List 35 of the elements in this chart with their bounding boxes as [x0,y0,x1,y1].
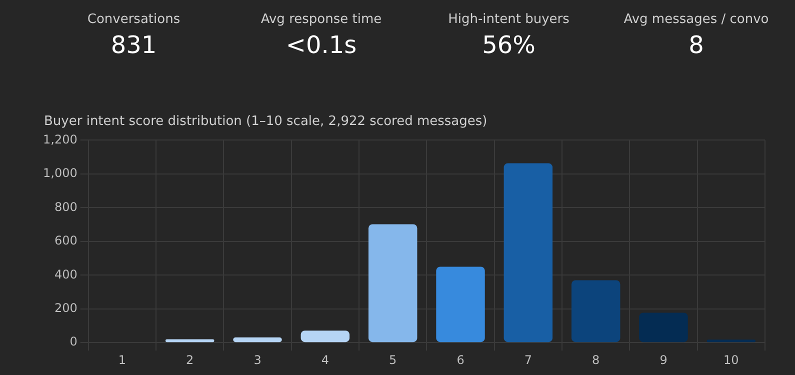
y-tick-label: 200 [54,300,78,315]
bar [436,266,485,342]
text: <0.1s [286,31,357,59]
bar [571,280,620,342]
bar [233,337,282,342]
category-label: High-intent buyers [447,12,570,27]
bar [165,339,214,342]
y-tick-label: 1,200 [42,132,78,146]
x-tick-label: 8 [592,352,600,367]
text: 56% [482,31,536,59]
y-tick-label: 600 [54,234,78,248]
y-tick-label: 400 [54,267,78,282]
bar [504,163,553,342]
category-label: Avg response time [260,12,383,27]
category-label: Conversations [86,12,182,27]
x-tick-label: 9 [660,352,668,367]
y-tick-label: 0 [70,334,78,349]
x-tick-label: 2 [186,352,194,367]
bar [639,312,688,342]
x-tick-label: 3 [254,352,262,367]
text: 8 [688,31,704,59]
bar [300,330,350,342]
x-tick-label: 10 [724,352,739,367]
category-label: Avg messages / convo [622,12,770,27]
x-tick-label: 5 [389,352,397,367]
bar [706,340,756,342]
x-tick-label: 4 [321,352,329,367]
x-tick-label: 1 [118,352,126,367]
bar [368,224,418,342]
chart-title: Buyer intent score distribution (1–10 scale, 2,922 scored messages) [44,114,488,129]
y-tick-label: 800 [54,200,78,214]
y-tick-label: 1,000 [42,166,78,180]
text: 831 [110,31,157,59]
x-tick-label: 7 [524,352,532,367]
x-tick-label: 6 [456,352,464,367]
